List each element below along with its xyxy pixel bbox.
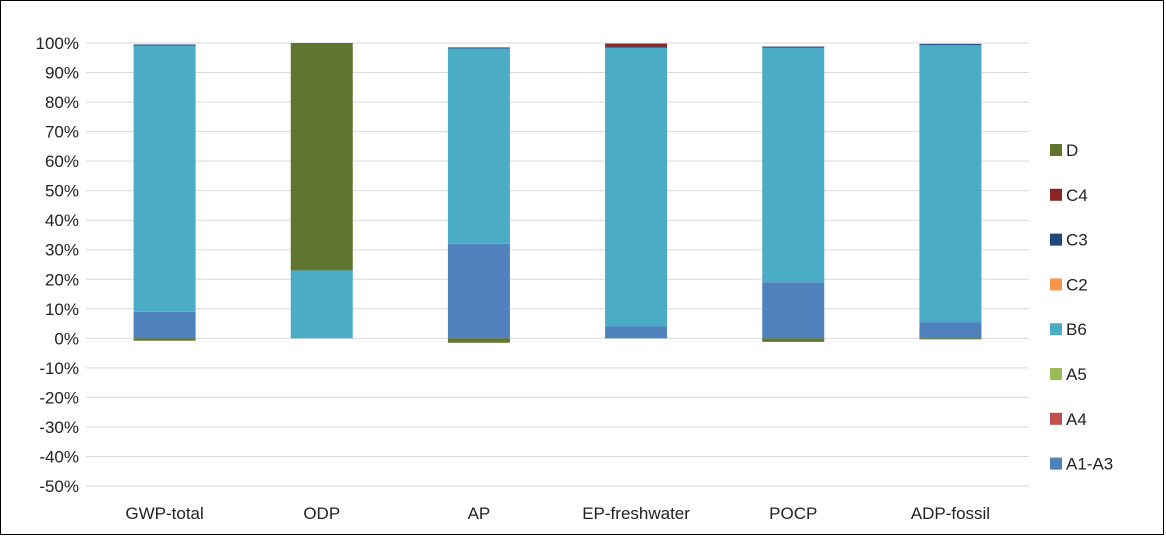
y-tick-label: 40% — [45, 211, 79, 230]
legend-swatch-d — [1050, 144, 1062, 156]
y-tick-label: 90% — [45, 64, 79, 83]
bar-segment-d-adp-fossil — [919, 338, 982, 340]
bar-segment-a1-a3-ep-freshwater — [605, 326, 668, 339]
y-tick-label: -10% — [39, 359, 79, 378]
x-tick-label: POCP — [769, 504, 817, 523]
y-tick-label: 10% — [45, 300, 79, 319]
bars — [133, 43, 982, 343]
bar-segment-c3-ap — [447, 47, 510, 49]
legend-label: C2 — [1066, 275, 1088, 294]
bar-segment-a1-a3-adp-fossil — [919, 322, 982, 339]
bar-segment-d-odp — [290, 43, 353, 271]
legend-label: A5 — [1066, 365, 1087, 384]
bar-segment-a1-a3-ap — [447, 243, 510, 339]
y-tick-label: -40% — [39, 447, 79, 466]
bar-segment-d-gwp-total — [133, 338, 196, 341]
x-tick-label: GWP-total — [125, 504, 203, 523]
y-tick-label: 20% — [45, 270, 79, 289]
legend-label: A4 — [1066, 410, 1087, 429]
y-tick-label: 70% — [45, 123, 79, 142]
x-tick-label: AP — [468, 504, 491, 523]
bar-segment-c3-pocp — [762, 46, 825, 48]
y-tick-label: -20% — [39, 388, 79, 407]
legend-label: C4 — [1066, 186, 1088, 205]
bar-segment-b6-ep-freshwater — [605, 47, 668, 327]
legend-swatch-c2 — [1050, 278, 1062, 291]
gridlines — [86, 42, 1029, 487]
y-tick-label: 60% — [45, 152, 79, 171]
bar-segment-c3-ep-freshwater — [605, 46, 668, 48]
x-tick-label: ADP-fossil — [911, 504, 990, 523]
y-tick-label: 30% — [45, 241, 79, 260]
y-tick-label: 0% — [54, 329, 79, 348]
legend-swatch-a1-a3 — [1050, 457, 1062, 470]
legend-label: A1-A3 — [1066, 455, 1113, 474]
y-tick-label: 80% — [45, 93, 79, 112]
legend-swatch-a5 — [1050, 368, 1062, 380]
x-tick-label: ODP — [303, 504, 340, 523]
legend-swatch-c3 — [1050, 233, 1062, 246]
legend-label: D — [1066, 141, 1078, 160]
bar-segment-c3-gwp-total — [133, 44, 196, 46]
y-tick-label: 50% — [45, 182, 79, 201]
x-axis-ticks: GWP-total ODP AP EP-freshwater POCP ADP-fossi… — [125, 504, 990, 523]
bar-segment-d-pocp — [762, 338, 825, 342]
y-tick-label: -30% — [39, 418, 79, 437]
legend-swatch-b6 — [1050, 323, 1062, 336]
legend-label: B6 — [1066, 320, 1087, 339]
bar-segment-b6-odp — [290, 270, 353, 339]
legend-label: C3 — [1066, 231, 1088, 250]
legend-swatch-c4 — [1050, 188, 1062, 201]
bar-segment-c4-ep-freshwater — [605, 43, 668, 47]
legend-swatch-a4 — [1050, 412, 1062, 425]
bar-segment-a1-a3-pocp — [762, 282, 825, 339]
bar-segment-b6-ap — [447, 48, 510, 244]
y-axis-ticks: -50% -40% -30% -20% -10% 0% 10% 20% 30% 40% 50% 60%… — [36, 34, 79, 496]
bar-segment-b6-pocp — [762, 47, 825, 283]
bar-segment-b6-adp-fossil — [919, 44, 982, 323]
x-tick-label: EP-freshwater — [582, 504, 690, 523]
legend: D C4 C3 C2 B6 A5 A4 A1-A3 — [1050, 141, 1113, 474]
y-tick-label: 100% — [36, 34, 79, 53]
bar-segment-a1-a3-gwp-total — [133, 311, 196, 339]
y-tick-label: -50% — [39, 477, 79, 496]
bar-segment-b6-gwp-total — [133, 45, 196, 312]
bar-segment-c3-adp-fossil — [919, 43, 982, 45]
bar-segment-d-ap — [447, 338, 510, 343]
